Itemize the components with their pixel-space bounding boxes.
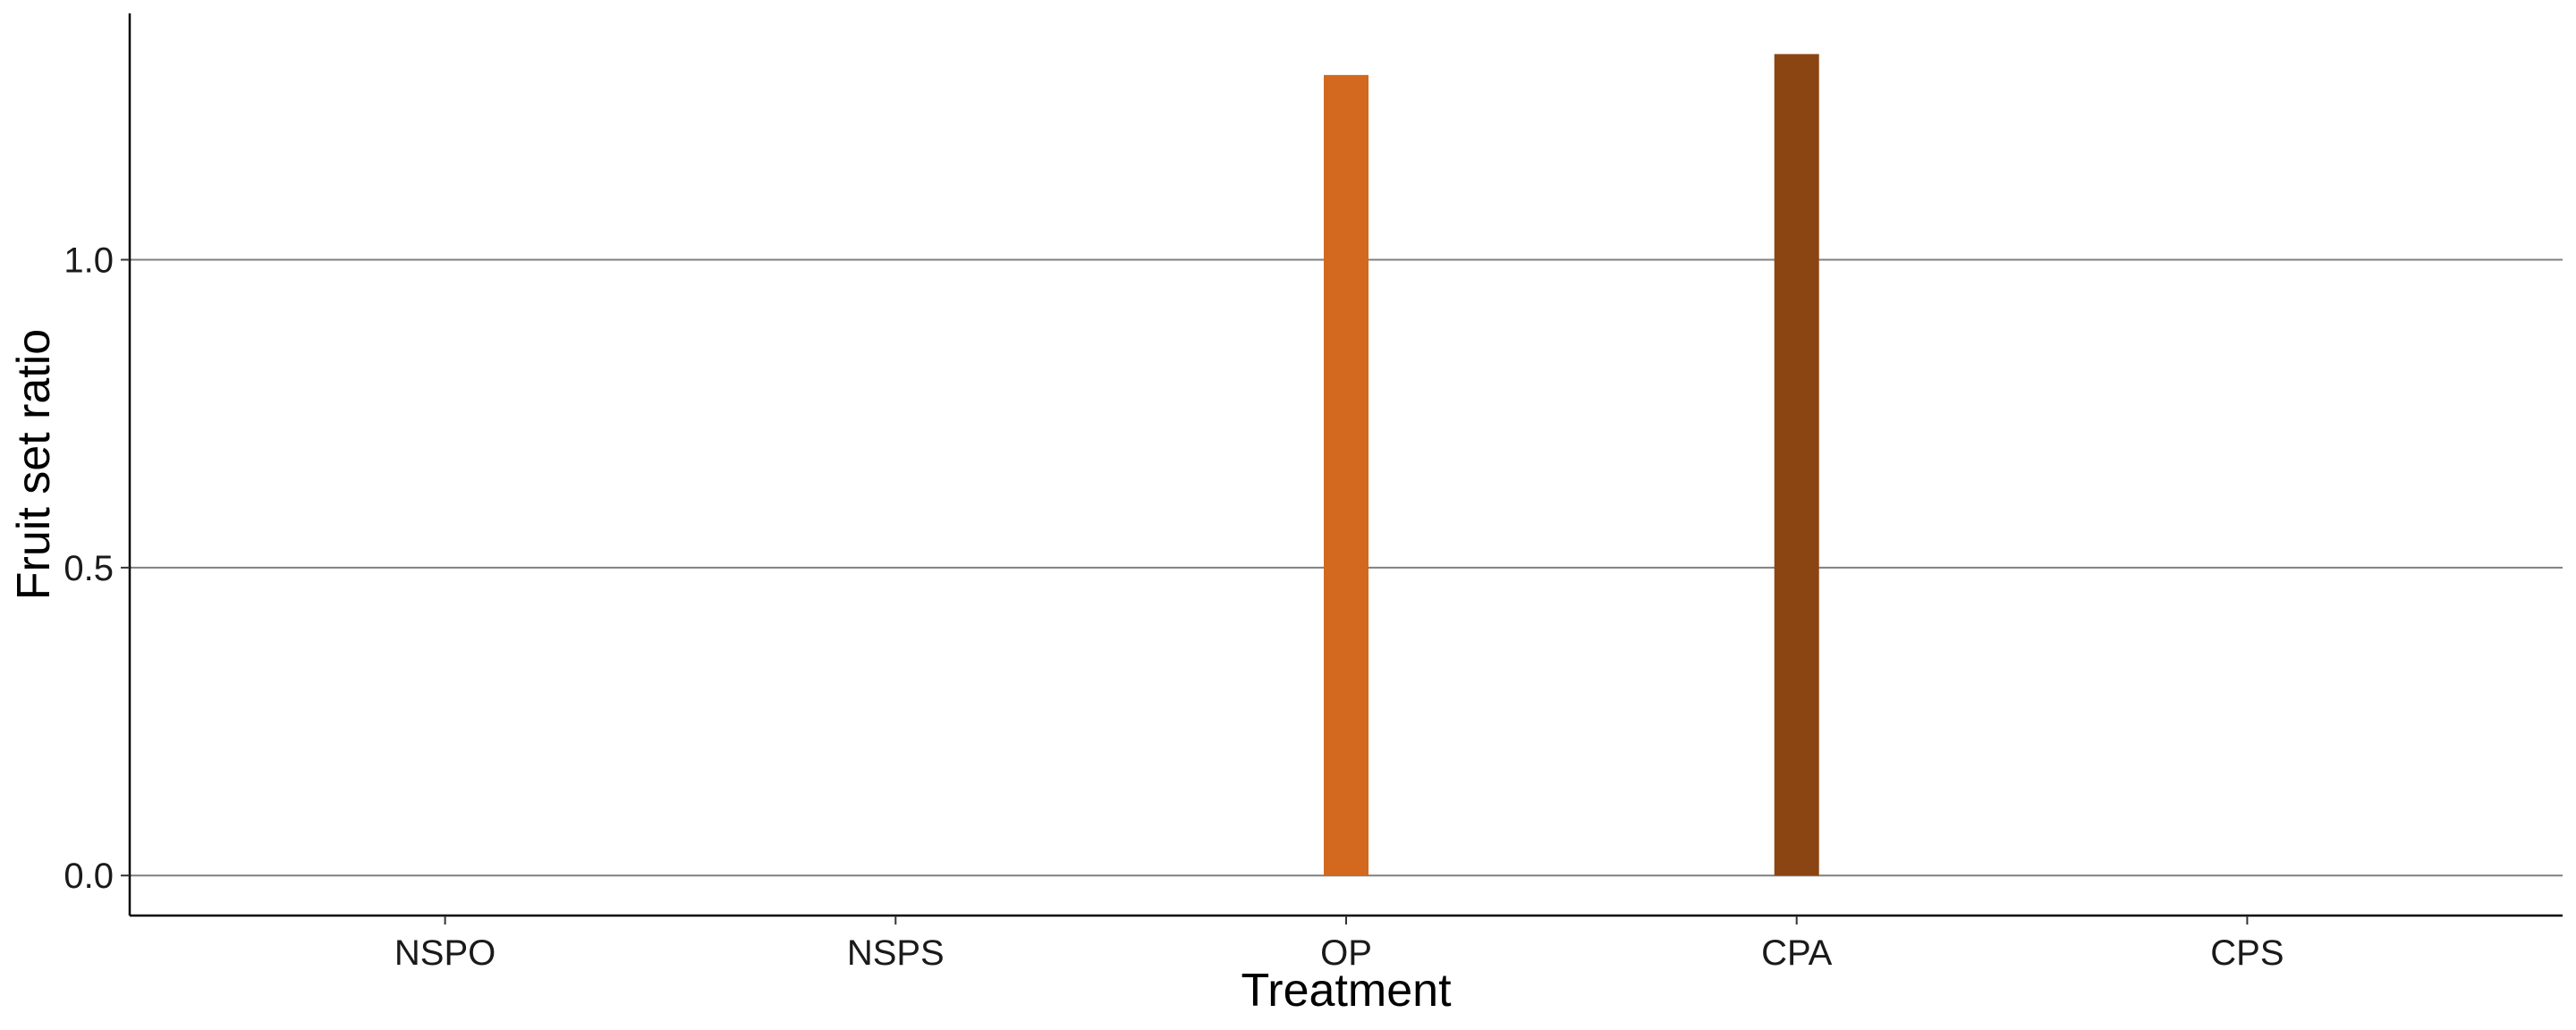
- x-tick-label-op: OP: [1320, 933, 1372, 973]
- bars: [1324, 54, 1819, 876]
- bar-op: [1324, 74, 1368, 876]
- y-tick-labels: 0.0 0.5 1.0: [64, 241, 130, 896]
- x-tick-labels: NSPO NSPS OP CPA CPS: [394, 916, 2284, 973]
- y-tick-label-1: 0.5: [64, 549, 114, 588]
- x-tick-label-nsps: NSPS: [847, 933, 945, 973]
- y-tick-label-0: 0.0: [64, 857, 114, 896]
- x-axis-title: Treatment: [1241, 965, 1452, 1017]
- y-tick-label-2: 1.0: [64, 241, 114, 280]
- bar-cpa: [1774, 54, 1819, 876]
- x-tick-label-cpa: CPA: [1761, 933, 1833, 973]
- x-tick-label-cps: CPS: [2210, 933, 2284, 973]
- x-tick-label-nspo: NSPO: [394, 933, 496, 973]
- y-axis-title: Fruit set ratio: [8, 329, 60, 600]
